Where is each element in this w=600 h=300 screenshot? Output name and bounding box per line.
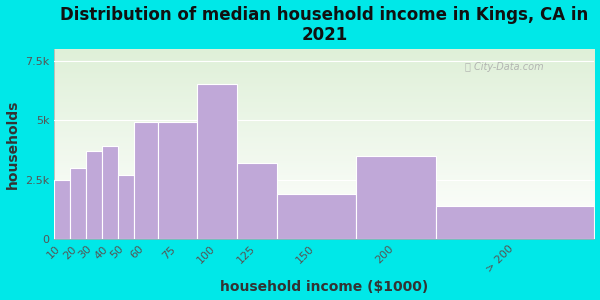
Bar: [54, 179, 70, 239]
Bar: [118, 175, 134, 239]
Bar: [157, 122, 197, 239]
Bar: [86, 151, 102, 239]
Title: Distribution of median household income in Kings, CA in
2021: Distribution of median household income …: [60, 6, 589, 44]
Y-axis label: households: households: [5, 99, 20, 188]
Bar: [436, 206, 595, 239]
Bar: [70, 168, 86, 239]
Bar: [102, 146, 118, 239]
Bar: [237, 163, 277, 239]
Text: ⓘ City-Data.com: ⓘ City-Data.com: [465, 62, 544, 72]
Bar: [277, 194, 356, 239]
Bar: [134, 122, 158, 239]
Bar: [356, 156, 436, 239]
Bar: [197, 84, 237, 239]
X-axis label: household income ($1000): household income ($1000): [220, 280, 428, 294]
